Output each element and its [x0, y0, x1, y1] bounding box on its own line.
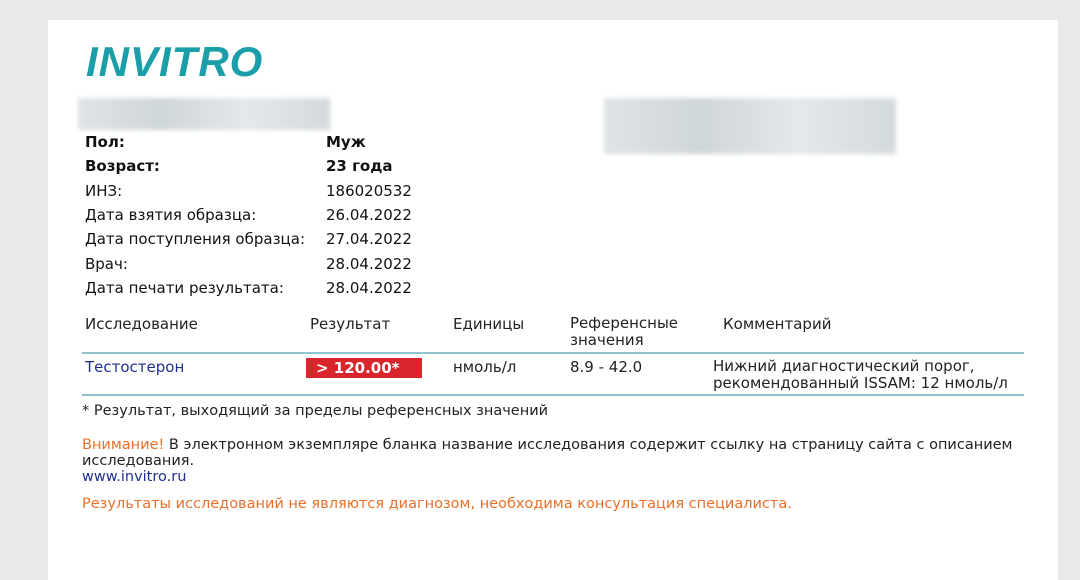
header-test: Исследование [85, 315, 198, 333]
result-form: INVITRO Пол: Муж Возраст: 23 года ИНЗ: 186020… [48, 20, 1058, 580]
attention-note: Внимание! В электронном экземпляре бланк… [82, 437, 1042, 469]
field-value: 28.04.2022 [326, 254, 412, 273]
field-label: Возраст: [85, 157, 160, 176]
header-reference: Референсные значения [570, 314, 679, 349]
site-link[interactable]: www.invitro.ru [82, 469, 187, 485]
patient-field: ИНЗ: 186020532 [85, 181, 412, 200]
field-label: Пол: [85, 133, 125, 151]
header-result: Результат [310, 315, 391, 333]
field-value: 23 года [326, 157, 393, 176]
invitro-logo: INVITRO [86, 38, 264, 85]
field-value: 27.04.2022 [326, 230, 412, 249]
disclaimer: Результаты исследований не являются диаг… [82, 496, 792, 512]
divider [82, 394, 1024, 396]
divider [82, 352, 1024, 354]
patient-field: Дата поступления образца: 27.04.2022 [85, 230, 412, 249]
field-value: 26.04.2022 [326, 205, 412, 224]
field-value: 28.04.2022 [326, 278, 412, 297]
field-label: Дата взятия образца: [85, 205, 257, 224]
reference-range: 8.9 - 42.0 [570, 358, 643, 376]
field-value: 186020532 [326, 181, 412, 200]
field-value: Муж [326, 133, 366, 151]
field-label: Врач: [85, 254, 128, 273]
comment: Нижний диагностический порог, рекомендов… [713, 357, 1008, 392]
footnote: * Результат, выходящий за пределы рефере… [82, 403, 549, 419]
attention-label: Внимание! [82, 437, 165, 453]
patient-field: Дата взятия образца: 26.04.2022 [85, 205, 412, 224]
patient-field: Врач: 28.04.2022 [85, 254, 412, 273]
field-label: ИНЗ: [85, 181, 123, 200]
header-comment: Комментарий [723, 315, 832, 333]
test-link[interactable]: Тестостерон [85, 358, 185, 376]
result-value: > 120.00* [306, 358, 422, 378]
redacted-info [604, 98, 896, 154]
patient-field: Пол: Муж [85, 133, 366, 151]
patient-field: Дата печати результата: 28.04.2022 [85, 278, 412, 297]
redacted-name [78, 98, 330, 130]
units: нмоль/л [453, 358, 517, 376]
header-units: Единицы [453, 315, 525, 333]
field-label: Дата поступления образца: [85, 230, 305, 249]
attention-text: В электронном экземпляре бланка название… [82, 437, 1013, 469]
field-label: Дата печати результата: [85, 278, 284, 297]
patient-field: Возраст: 23 года [85, 157, 392, 176]
